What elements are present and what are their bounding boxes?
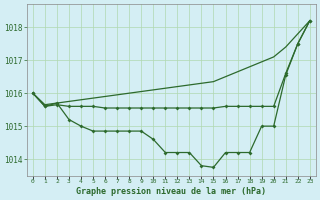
X-axis label: Graphe pression niveau de la mer (hPa): Graphe pression niveau de la mer (hPa) (76, 187, 266, 196)
